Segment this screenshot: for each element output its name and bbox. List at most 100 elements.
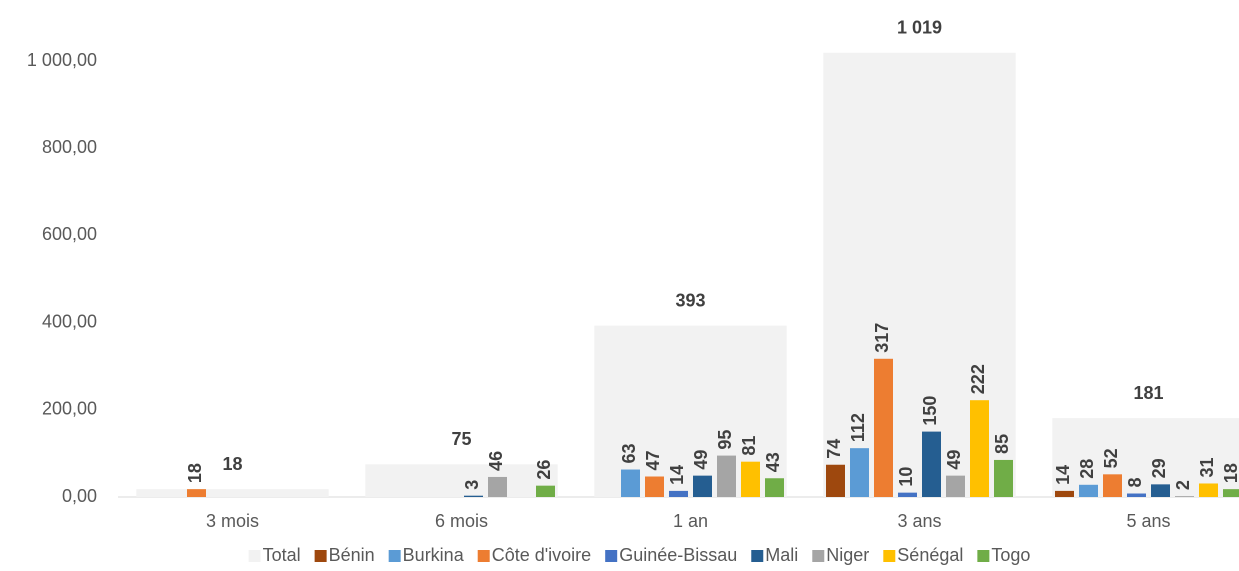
data-label: 85 — [992, 434, 1012, 454]
legend-item: Bénin — [314, 545, 375, 565]
bar — [765, 478, 784, 497]
x-tick-label: 5 ans — [1126, 511, 1170, 531]
data-label: 26 — [534, 460, 554, 480]
bar — [850, 448, 869, 497]
bar — [1055, 490, 1074, 497]
bar — [1103, 474, 1122, 497]
legend-label: Sénégal — [897, 545, 963, 565]
total-bar — [365, 464, 558, 497]
legend-label: Burkina — [403, 545, 465, 565]
data-label: 2 — [1173, 480, 1193, 490]
total-label: 393 — [675, 290, 705, 310]
data-label: 81 — [739, 436, 759, 456]
bar — [645, 476, 664, 497]
y-tick-label: 600,00 — [42, 224, 97, 244]
legend-label: Guinée-Bissau — [619, 545, 737, 565]
legend-label: Togo — [991, 545, 1030, 565]
data-label: 3 — [462, 480, 482, 490]
bar — [970, 400, 989, 497]
data-label: 74 — [824, 439, 844, 459]
data-label: 63 — [619, 444, 639, 464]
bar — [1199, 483, 1218, 497]
data-label: 46 — [486, 451, 506, 471]
legend-item: Niger — [812, 545, 869, 565]
data-label: 47 — [643, 450, 663, 470]
bar — [741, 461, 760, 497]
x-tick-label: 3 mois — [206, 511, 259, 531]
bar — [1175, 496, 1194, 497]
bar — [1079, 484, 1098, 497]
bar — [187, 489, 206, 497]
legend-label: Total — [263, 545, 301, 565]
bar — [669, 490, 688, 497]
total-label: 181 — [1133, 383, 1163, 403]
total-bar — [136, 489, 329, 497]
total-label: 18 — [222, 454, 242, 474]
y-tick-label: 800,00 — [42, 137, 97, 157]
y-tick-label: 400,00 — [42, 311, 97, 331]
data-label: 317 — [872, 323, 892, 353]
bar — [1223, 489, 1239, 497]
data-label: 150 — [920, 396, 940, 426]
legend-item: Sénégal — [883, 545, 963, 565]
bar — [488, 476, 507, 497]
legend-label: Côte d'ivoire — [492, 545, 591, 565]
bar — [717, 455, 736, 497]
legend-item: Burkina — [388, 545, 465, 565]
y-tick-label: 1 000,00 — [27, 50, 97, 70]
data-label: 49 — [691, 450, 711, 470]
bar — [994, 459, 1013, 497]
bar — [874, 358, 893, 497]
legend-swatch — [314, 550, 327, 562]
legend-item: Mali — [751, 545, 798, 565]
y-tick-label: 0,00 — [62, 486, 97, 506]
x-tick-label: 6 mois — [435, 511, 488, 531]
bar — [464, 495, 483, 497]
legend-label: Mali — [765, 545, 798, 565]
data-label: 222 — [968, 364, 988, 394]
data-label: 14 — [667, 465, 687, 485]
legend-swatch — [388, 550, 401, 562]
data-label: 112 — [848, 413, 868, 442]
legend-swatch — [977, 550, 990, 562]
legend-swatch — [248, 550, 261, 562]
legend-label: Niger — [826, 545, 869, 565]
legend-swatch — [477, 550, 490, 562]
legend-item: Côte d'ivoire — [477, 545, 591, 565]
data-label: 52 — [1101, 448, 1121, 468]
data-label: 10 — [896, 467, 916, 487]
data-label: 18 — [1221, 463, 1239, 483]
legend-swatch — [883, 550, 896, 562]
legend-item: Togo — [977, 545, 1030, 565]
bar — [922, 431, 941, 497]
data-label: 14 — [1053, 465, 1073, 485]
data-label: 43 — [763, 452, 783, 472]
data-label: 29 — [1149, 458, 1169, 478]
data-label: 49 — [944, 450, 964, 470]
bar — [946, 475, 965, 497]
x-tick-label: 1 an — [673, 511, 708, 531]
y-tick-label: 200,00 — [42, 399, 97, 419]
data-label: 31 — [1197, 457, 1217, 477]
data-label: 8 — [1125, 477, 1145, 487]
total-label: 1 019 — [897, 17, 942, 37]
legend-item: Total — [248, 545, 301, 565]
legend-label: Bénin — [329, 545, 375, 565]
legend-swatch — [751, 550, 764, 562]
bar — [621, 469, 640, 497]
total-label: 75 — [451, 429, 471, 449]
legend-item: Guinée-Bissau — [605, 545, 737, 565]
x-tick-label: 3 ans — [897, 511, 941, 531]
legend-swatch — [605, 550, 618, 562]
bar — [536, 485, 555, 497]
bar — [693, 475, 712, 497]
legend-swatch — [812, 550, 825, 562]
data-label: 95 — [715, 430, 735, 450]
data-label: 28 — [1077, 459, 1097, 479]
bar — [898, 492, 917, 497]
bar — [1127, 493, 1146, 497]
data-label: 18 — [185, 463, 205, 483]
bar — [826, 464, 845, 497]
bar — [1151, 484, 1170, 497]
